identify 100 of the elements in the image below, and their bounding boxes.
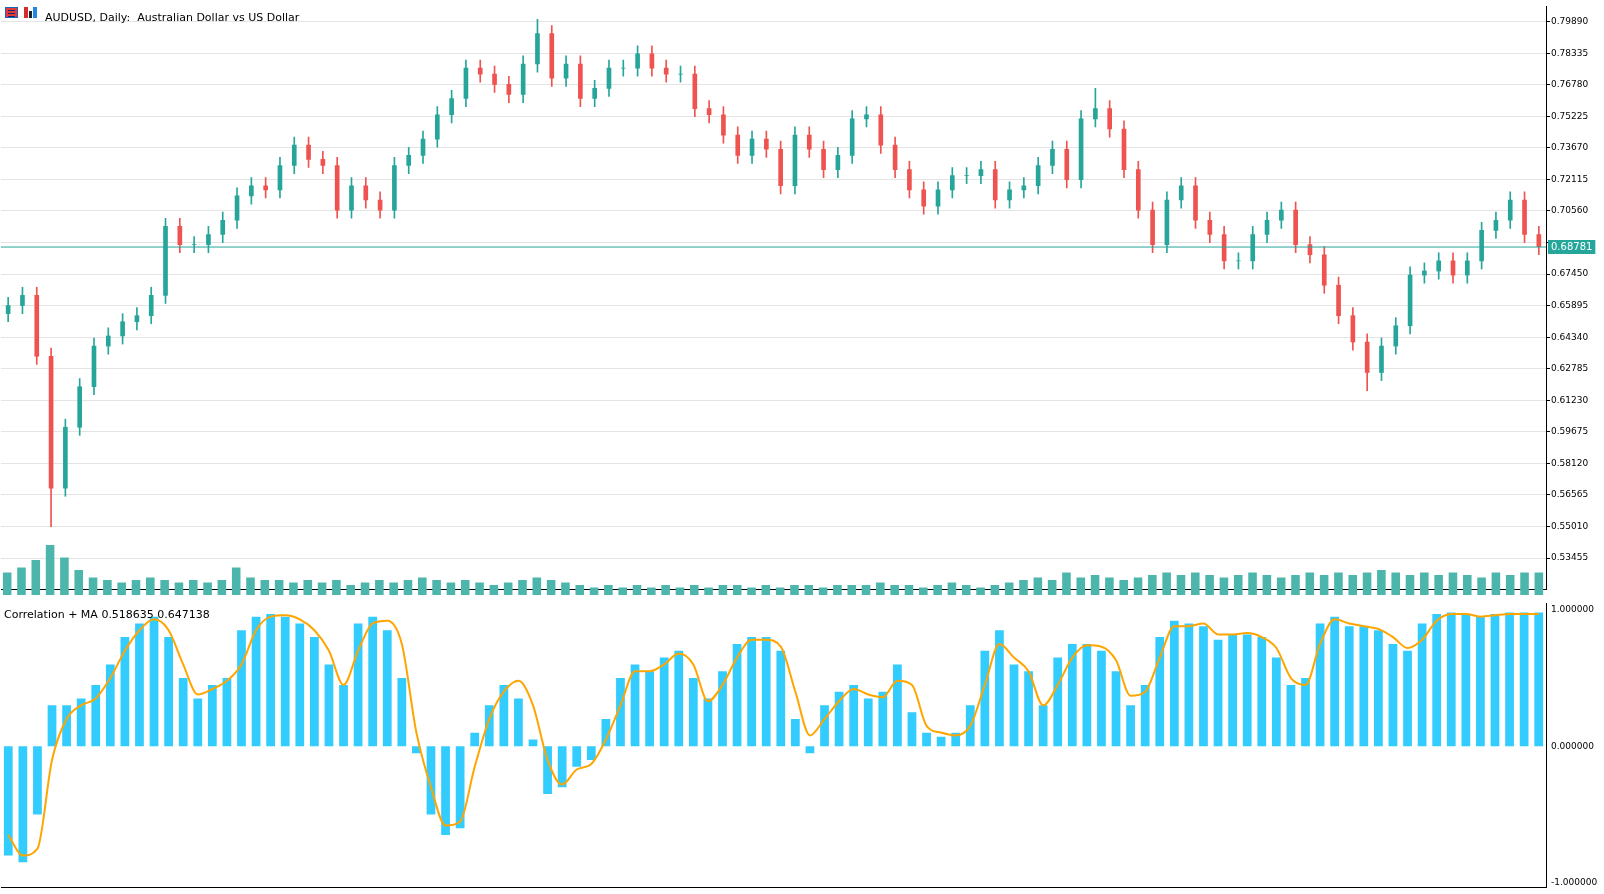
bar bbox=[74, 570, 84, 595]
bar bbox=[995, 630, 1004, 747]
bar bbox=[339, 684, 348, 747]
bar bbox=[266, 613, 276, 747]
bar bbox=[1009, 664, 1019, 747]
bar bbox=[1219, 577, 1229, 595]
bar bbox=[135, 623, 144, 747]
y-tick-label: 0.55010 bbox=[1551, 520, 1589, 531]
bar bbox=[645, 671, 654, 747]
bar bbox=[514, 698, 523, 747]
bar bbox=[790, 719, 800, 747]
y-tick-label: -1.000000 bbox=[1551, 877, 1598, 888]
bar bbox=[1377, 570, 1386, 595]
bar bbox=[1348, 575, 1358, 595]
bar bbox=[1462, 575, 1472, 595]
bar bbox=[1019, 580, 1028, 595]
y-tick-label: 0.000000 bbox=[1551, 740, 1595, 751]
bar bbox=[3, 746, 13, 856]
bar bbox=[397, 678, 407, 747]
bar bbox=[160, 580, 169, 595]
y-tick-label: 0.53455 bbox=[1551, 552, 1589, 563]
bar bbox=[188, 580, 198, 595]
bar bbox=[1334, 572, 1343, 595]
bar bbox=[689, 585, 699, 595]
bar bbox=[518, 580, 527, 595]
bar bbox=[103, 580, 112, 595]
bar bbox=[893, 664, 902, 747]
y-tick-label: 1.000000 bbox=[1551, 604, 1595, 615]
bar bbox=[790, 585, 799, 595]
bar bbox=[990, 585, 1000, 595]
bar bbox=[528, 739, 538, 747]
bar bbox=[178, 678, 188, 747]
bar bbox=[280, 616, 290, 747]
bar bbox=[131, 580, 141, 595]
bar bbox=[1162, 572, 1171, 595]
bar bbox=[1133, 577, 1143, 595]
bar bbox=[1420, 572, 1429, 595]
bar bbox=[346, 585, 356, 595]
bar bbox=[1262, 575, 1272, 595]
bar bbox=[1491, 572, 1501, 595]
bar bbox=[1257, 637, 1267, 747]
y-tick-label: 0.67450 bbox=[1551, 268, 1589, 279]
bar bbox=[2, 572, 12, 595]
bar bbox=[1140, 684, 1150, 747]
bar bbox=[470, 732, 480, 747]
bar bbox=[1205, 575, 1214, 595]
bar bbox=[890, 585, 899, 595]
bar bbox=[1391, 572, 1400, 595]
bar bbox=[47, 705, 57, 747]
bar bbox=[1271, 657, 1281, 747]
bar bbox=[1388, 643, 1398, 747]
ref-line-label: 0.68781 bbox=[1551, 240, 1593, 252]
bar bbox=[1519, 612, 1529, 747]
bar bbox=[1403, 650, 1412, 747]
bar bbox=[1374, 630, 1383, 747]
bar bbox=[1184, 623, 1194, 747]
bar bbox=[117, 582, 126, 595]
bar bbox=[849, 684, 859, 747]
bar bbox=[878, 691, 888, 747]
y-tick-label: 0.62785 bbox=[1551, 363, 1589, 374]
bar bbox=[455, 746, 465, 829]
y-tick-label: 0.72115 bbox=[1551, 173, 1589, 184]
bar bbox=[1076, 577, 1086, 595]
bar bbox=[231, 567, 241, 595]
candlestick bbox=[1021, 177, 1027, 199]
bar bbox=[674, 650, 684, 747]
bar bbox=[586, 746, 596, 760]
bar bbox=[18, 746, 28, 863]
bar bbox=[747, 637, 757, 747]
bar bbox=[1291, 575, 1300, 595]
bar bbox=[947, 582, 957, 595]
bar bbox=[1476, 616, 1485, 747]
bar bbox=[1038, 705, 1048, 747]
bar bbox=[1004, 582, 1014, 595]
bar bbox=[274, 580, 284, 595]
bar bbox=[389, 582, 398, 595]
bar bbox=[324, 664, 334, 747]
bar bbox=[289, 582, 298, 595]
bar bbox=[446, 582, 456, 595]
bar bbox=[1190, 572, 1200, 595]
bar bbox=[217, 580, 227, 595]
bar bbox=[1148, 575, 1157, 595]
bar bbox=[718, 671, 727, 747]
bar bbox=[432, 580, 441, 595]
y-tick-label: 0.76780 bbox=[1551, 79, 1589, 90]
bar bbox=[1319, 575, 1329, 595]
bar bbox=[1199, 626, 1208, 747]
bar bbox=[1305, 572, 1315, 595]
bar bbox=[295, 623, 305, 747]
bar bbox=[1330, 616, 1340, 747]
bar bbox=[76, 698, 86, 747]
y-tick-label: 0.70560 bbox=[1551, 205, 1589, 216]
bar bbox=[260, 580, 270, 595]
bar bbox=[1490, 613, 1500, 747]
bar bbox=[604, 585, 613, 595]
bar bbox=[747, 587, 756, 595]
bar bbox=[1213, 639, 1223, 747]
bar bbox=[1228, 634, 1237, 747]
y-tick-label: 0.73670 bbox=[1551, 142, 1589, 153]
bar bbox=[1405, 575, 1415, 595]
